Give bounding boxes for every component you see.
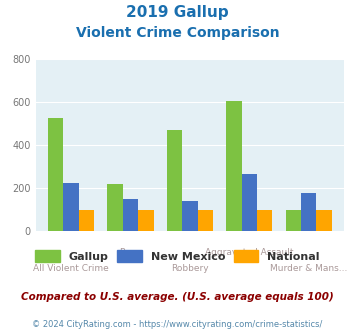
Bar — [167, 130, 182, 231]
Bar — [48, 118, 64, 231]
Text: Violent Crime Comparison: Violent Crime Comparison — [76, 26, 279, 40]
Text: 2019 Gallup: 2019 Gallup — [126, 5, 229, 20]
Legend: Gallup, New Mexico, National: Gallup, New Mexico, National — [31, 246, 324, 267]
Bar — [257, 210, 273, 231]
Bar — [316, 210, 332, 231]
Bar — [198, 210, 213, 231]
Text: Aggravated Assault: Aggravated Assault — [205, 248, 294, 257]
Text: © 2024 CityRating.com - https://www.cityrating.com/crime-statistics/: © 2024 CityRating.com - https://www.city… — [32, 320, 323, 329]
Bar — [138, 210, 154, 231]
Text: Compared to U.S. average. (U.S. average equals 100): Compared to U.S. average. (U.S. average … — [21, 292, 334, 302]
Bar — [182, 201, 198, 231]
Bar — [226, 101, 242, 231]
Text: Rape: Rape — [119, 248, 142, 257]
Text: Robbery: Robbery — [171, 264, 209, 273]
Bar — [123, 199, 138, 231]
Text: Murder & Mans...: Murder & Mans... — [270, 264, 348, 273]
Bar — [285, 210, 301, 231]
Bar — [107, 184, 123, 231]
Text: All Violent Crime: All Violent Crime — [33, 264, 109, 273]
Bar — [242, 174, 257, 231]
Bar — [301, 193, 316, 231]
Bar — [79, 210, 94, 231]
Bar — [64, 183, 79, 231]
